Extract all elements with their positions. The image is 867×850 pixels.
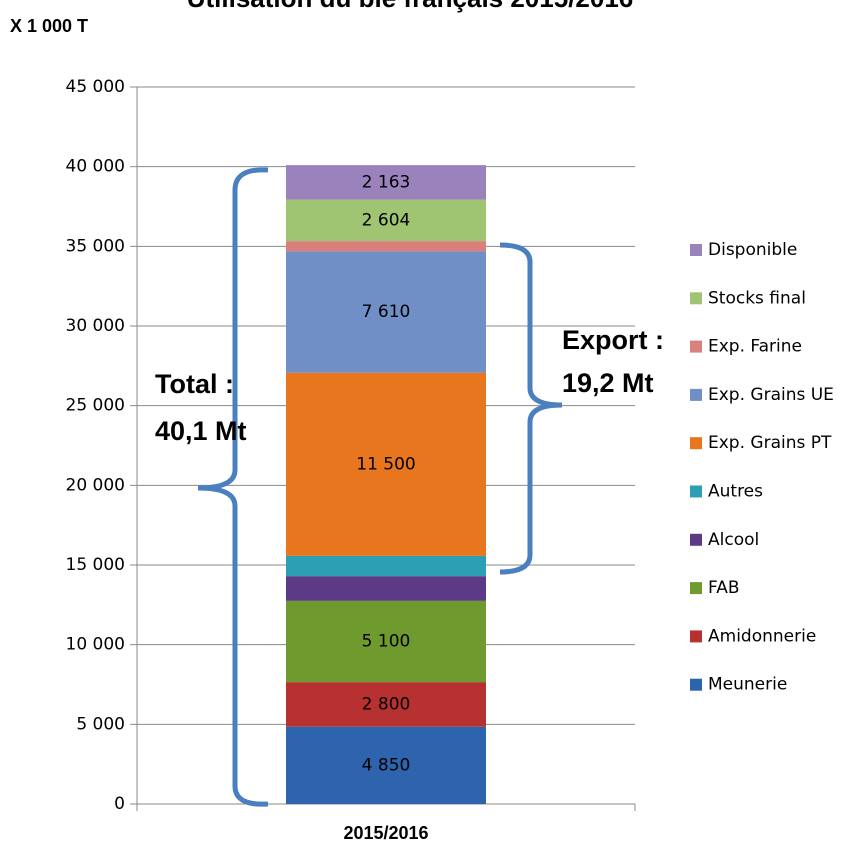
y-tick-label: 30 000 [66, 316, 125, 336]
legend-swatch [690, 437, 702, 450]
y-tick-label: 45 000 [66, 77, 125, 97]
chart-title: Utilisation du blé français 2015/2016 [187, 0, 634, 13]
y-tick-label: 15 000 [66, 555, 125, 575]
legend-label: Stocks final [708, 288, 806, 308]
legend-label: Amidonnerie [708, 626, 816, 646]
data-label: 5 100 [362, 631, 411, 651]
legend-label: FAB [708, 578, 740, 598]
legend-label: Meunerie [708, 675, 787, 695]
y-tick-label: 5 000 [76, 714, 125, 734]
legend-label: Exp. Grains UE [708, 385, 834, 405]
legend-swatch [690, 485, 702, 498]
y-tick-label: 40 000 [66, 157, 125, 177]
legend-label: Disponible [708, 240, 797, 260]
legend-swatch [690, 388, 702, 401]
legend-swatch [690, 533, 702, 546]
data-label: 2 163 [362, 172, 411, 192]
legend-swatch [690, 630, 702, 643]
bar-segment [286, 372, 486, 556]
export-brace [499, 242, 563, 575]
annotation: 19,2 Mt [562, 368, 654, 398]
legend-label: Exp. Grains PT [708, 433, 832, 453]
legend-label: Alcool [708, 530, 759, 550]
bar-segment [286, 199, 486, 242]
data-label: 4 850 [362, 755, 411, 775]
data-label: 2 604 [362, 210, 411, 230]
y-tick-label: 0 [114, 794, 125, 814]
bar-segment [286, 726, 486, 804]
bar-segment [286, 682, 486, 727]
y-tick-label: 25 000 [66, 396, 125, 416]
legend-swatch [690, 340, 702, 353]
annotation: Export : [562, 325, 664, 355]
y-tick-label: 35 000 [66, 236, 125, 256]
bar-segment [286, 241, 486, 252]
legend-label: Exp. Farine [708, 337, 802, 357]
y-axis-label: X 1 000 T [10, 16, 88, 36]
bar-segment [286, 555, 486, 577]
data-label: 2 800 [362, 694, 411, 714]
y-tick-label: 10 000 [66, 635, 125, 655]
legend-label: Autres [708, 482, 763, 502]
legend-swatch [690, 244, 702, 256]
bar-segment [286, 251, 486, 373]
bar-segment [286, 165, 486, 200]
x-tick-label: 2015/2016 [343, 823, 428, 843]
bar-segment [286, 600, 486, 683]
plot-area: 0 5 000 10 000 15 000 20 000 25 000 30 000 35 0… [66, 77, 636, 843]
legend-swatch [690, 678, 702, 691]
total-brace [197, 167, 269, 807]
annotation: 40,1 Mt [155, 416, 247, 446]
data-label: 7 610 [362, 302, 411, 322]
annotation: Total : [155, 369, 234, 399]
legend-swatch [690, 582, 702, 595]
data-label: 11 500 [356, 454, 415, 474]
legend-swatch [690, 292, 702, 305]
bar-segment [286, 576, 486, 601]
y-tick-label: 20 000 [66, 475, 125, 495]
